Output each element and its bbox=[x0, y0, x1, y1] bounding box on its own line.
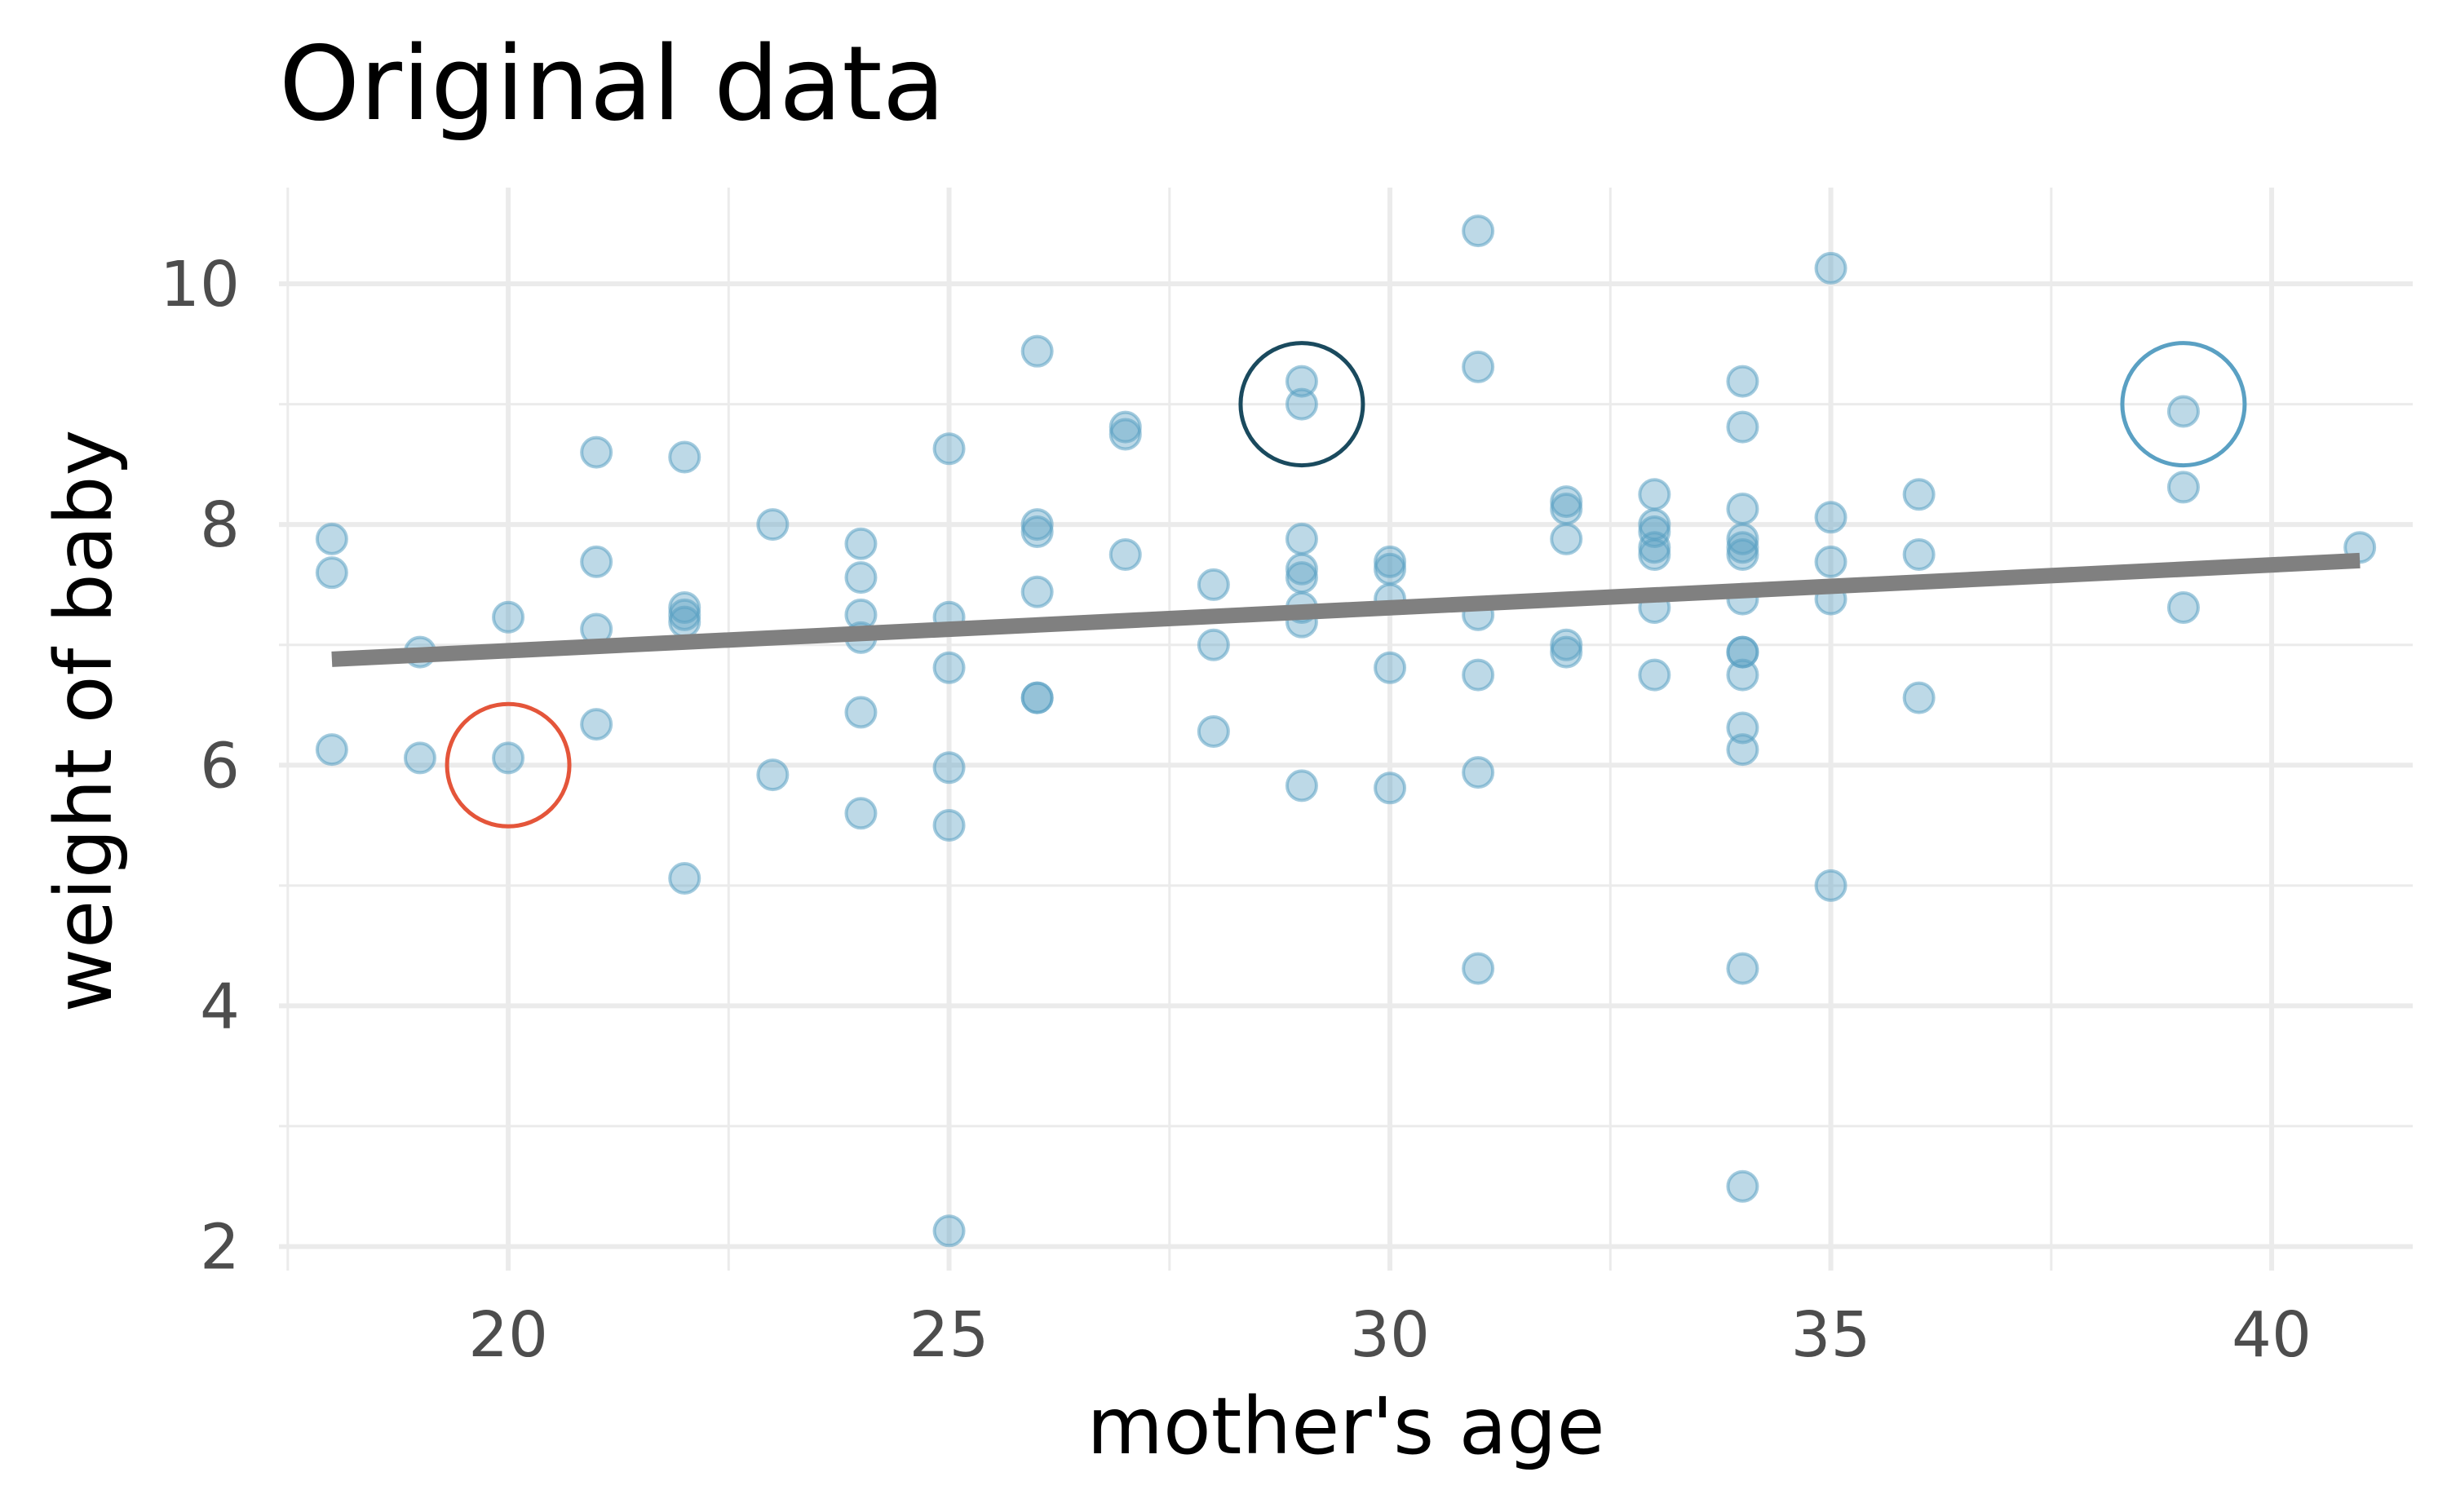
data-point bbox=[2166, 471, 2200, 504]
x-tick-label: 35 bbox=[1791, 1299, 1871, 1372]
data-point bbox=[1020, 334, 1054, 368]
data-point bbox=[1726, 365, 1759, 398]
regression-line-group bbox=[331, 552, 2361, 667]
data-point bbox=[1726, 538, 1759, 572]
data-point bbox=[1285, 522, 1318, 555]
highlight-circle bbox=[2120, 341, 2247, 468]
data-point bbox=[1902, 478, 1936, 511]
data-point bbox=[1197, 628, 1230, 661]
data-point bbox=[1374, 552, 1407, 586]
data-point bbox=[403, 741, 436, 775]
data-point bbox=[1197, 568, 1230, 601]
data-point bbox=[756, 758, 790, 792]
data-point bbox=[844, 696, 878, 729]
data-point bbox=[1726, 952, 1759, 985]
data-point bbox=[1726, 733, 1759, 767]
regression-line bbox=[331, 552, 2361, 667]
data-point bbox=[315, 522, 348, 555]
x-axis-tick-labels: 20 25 30 35 40 bbox=[468, 1299, 2312, 1372]
y-tick-label: 8 bbox=[200, 489, 240, 562]
major-gridlines bbox=[279, 188, 2413, 1271]
data-point bbox=[1285, 769, 1318, 802]
data-point bbox=[932, 651, 966, 684]
data-point bbox=[1726, 410, 1759, 444]
data-point bbox=[844, 527, 878, 560]
data-point bbox=[1108, 418, 1142, 451]
data-point bbox=[1108, 538, 1142, 572]
data-point bbox=[1285, 365, 1318, 398]
data-point bbox=[1374, 651, 1407, 684]
data-point bbox=[1638, 478, 1671, 511]
highlight-circles bbox=[445, 341, 2247, 829]
data-point bbox=[932, 809, 966, 842]
data-point bbox=[1814, 545, 1847, 578]
x-axis-title: mother's age bbox=[1086, 1381, 1604, 1472]
highlight-circle bbox=[1238, 341, 1365, 468]
data-point bbox=[1550, 492, 1583, 525]
highlight-circle bbox=[445, 701, 572, 829]
data-point bbox=[580, 435, 613, 469]
data-point bbox=[1197, 714, 1230, 748]
data-point bbox=[668, 861, 701, 895]
y-tick-label: 10 bbox=[160, 249, 240, 321]
data-point bbox=[2166, 395, 2200, 428]
data-point bbox=[1462, 350, 1495, 383]
data-point bbox=[668, 440, 701, 474]
minor-gridlines bbox=[279, 188, 2413, 1271]
data-point bbox=[1550, 635, 1583, 669]
y-tick-label: 6 bbox=[200, 730, 240, 802]
data-point bbox=[2166, 590, 2200, 624]
data-point bbox=[932, 1214, 966, 1248]
data-point bbox=[1462, 658, 1495, 692]
data-point bbox=[668, 605, 701, 639]
data-point bbox=[315, 556, 348, 590]
data-point bbox=[1638, 658, 1671, 692]
data-point bbox=[844, 561, 878, 595]
data-point bbox=[492, 600, 525, 634]
data-point bbox=[1285, 387, 1318, 421]
data-point bbox=[1462, 756, 1495, 789]
data-point bbox=[1020, 575, 1054, 608]
data-point bbox=[580, 708, 613, 741]
data-point bbox=[1814, 501, 1847, 534]
data-point bbox=[1902, 681, 1936, 714]
data-point bbox=[1285, 552, 1318, 586]
data-point bbox=[1462, 214, 1495, 248]
data-point bbox=[844, 797, 878, 830]
data-point bbox=[1285, 561, 1318, 595]
data-point bbox=[1374, 771, 1407, 805]
data-point bbox=[492, 741, 525, 775]
data-point bbox=[315, 733, 348, 767]
data-point bbox=[1726, 1169, 1759, 1203]
x-tick-label: 25 bbox=[909, 1299, 989, 1372]
data-point bbox=[1726, 635, 1759, 669]
y-tick-label: 2 bbox=[200, 1211, 240, 1284]
chart-title: Original data bbox=[279, 24, 945, 144]
data-point bbox=[756, 508, 790, 542]
data-point bbox=[932, 751, 966, 785]
x-tick-label: 40 bbox=[2232, 1299, 2312, 1372]
data-point bbox=[1020, 515, 1054, 549]
data-point bbox=[1020, 681, 1054, 714]
x-tick-label: 30 bbox=[1350, 1299, 1430, 1372]
data-point bbox=[1814, 251, 1847, 285]
data-point bbox=[1726, 658, 1759, 692]
y-axis-title: weight of baby bbox=[38, 430, 130, 1013]
data-point bbox=[580, 545, 613, 578]
data-point bbox=[1638, 538, 1671, 572]
data-point bbox=[1902, 538, 1936, 572]
y-tick-label: 4 bbox=[200, 970, 240, 1043]
data-point bbox=[1726, 492, 1759, 525]
data-point bbox=[1814, 869, 1847, 902]
data-point bbox=[1462, 952, 1495, 985]
data-point bbox=[932, 432, 966, 466]
y-axis-tick-labels: 2 4 6 8 10 bbox=[160, 249, 240, 1284]
x-tick-label: 20 bbox=[468, 1299, 548, 1372]
data-point bbox=[1550, 522, 1583, 555]
